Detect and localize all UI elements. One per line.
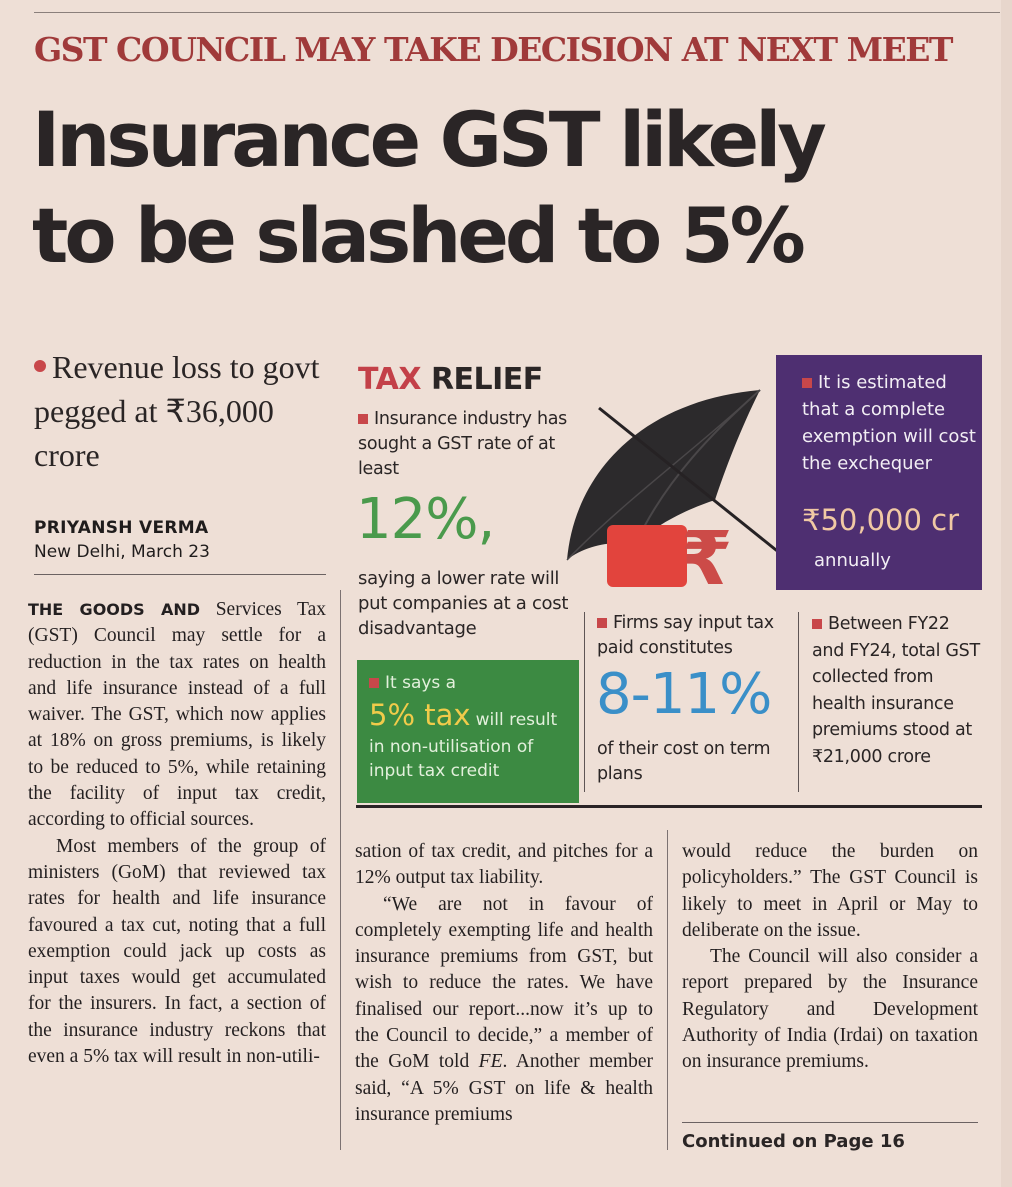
bullet-square-icon	[802, 378, 812, 388]
itc-lead: It says a	[369, 673, 456, 693]
paragraph: The Council will also consider a report …	[682, 946, 978, 1073]
infographic-title: TAX RELIEF	[358, 362, 543, 397]
byline: PRIYANSH VERMA New Delhi, March 23	[34, 518, 334, 562]
paragraph: Most members of the group of ministers (…	[28, 835, 326, 1068]
umbrella-shaft	[598, 406, 792, 564]
industry-tail: saying a lower rate will put companies a…	[358, 568, 569, 639]
info-divider-1	[584, 612, 585, 792]
headline: Insurance GST likely to be slashed to 5%	[32, 92, 992, 284]
deck-text: Revenue loss to govt pegged at ₹36,000 c…	[34, 349, 320, 473]
lead-in: THE GOODS AND	[28, 600, 201, 619]
headline-line-1: Insurance GST likely	[32, 95, 827, 184]
firms-tail: of their cost on term plans	[597, 739, 771, 784]
column-divider-2	[667, 830, 668, 1150]
itc-box: It says a 5% tax will result in non-util…	[357, 660, 579, 803]
column-divider-1	[340, 590, 341, 1150]
dateline: New Delhi, March 23	[34, 542, 210, 562]
title-relief: RELIEF	[430, 362, 543, 397]
continued-rule	[682, 1122, 978, 1123]
industry-figure: 12%,	[356, 487, 495, 552]
title-tax: TAX	[358, 362, 421, 397]
kicker: GST COUNCIL MAY TAKE DECISION AT NEXT ME…	[34, 30, 953, 69]
collection-note: Between FY22 and FY24, total GST collect…	[812, 614, 980, 767]
author-name: PRIYANSH VERMA	[34, 518, 209, 538]
paragraph: “We are not in favour of completely exem…	[355, 893, 653, 1125]
umbrella-illustration: ₹	[566, 389, 795, 602]
bullet-square-icon	[812, 619, 822, 629]
article-column-1: THE GOODS AND Services Tax (GST) Council…	[28, 597, 326, 1070]
exemption-cost-box: It is estimated that a complete exemptio…	[776, 355, 982, 590]
industry-note: Insurance industry has sought a GST rate…	[358, 407, 568, 482]
itc-mid: will result	[475, 710, 558, 730]
rupee-icon: ₹	[681, 516, 733, 602]
exemption-figure: ₹50,000 cr	[802, 503, 960, 537]
headline-line-2: to be slashed to 5%	[32, 191, 806, 280]
article-column-2: sation of tax credit, and pitches for a …	[355, 839, 653, 1128]
firms-figure: 8-11%	[596, 662, 772, 727]
firms-note: Firms say input tax paid constitutes	[597, 613, 774, 658]
article-column-3: would reduce the burden on policyholders…	[682, 839, 978, 1076]
info-divider-2	[798, 612, 799, 792]
itc-figure: 5% tax	[369, 698, 471, 732]
umbrella-rib-2	[566, 389, 761, 561]
bullet-square-icon	[597, 618, 607, 628]
paragraph: would reduce the burden on policyholders…	[682, 841, 978, 941]
blocks-icon	[607, 525, 687, 587]
continued-link[interactable]: Continued on Page 16	[682, 1131, 905, 1152]
top-rule	[34, 12, 1000, 13]
bullet-square-icon	[369, 678, 379, 688]
paragraph: sation of tax credit, and pitches for a …	[355, 841, 653, 889]
paragraph: THE GOODS AND Services Tax (GST) Council…	[28, 599, 326, 831]
bullet-icon	[34, 360, 46, 372]
itc-tail: in non-utilisation of input tax credit	[369, 737, 534, 781]
industry-text: Insurance industry has sought a GST rate…	[358, 409, 568, 479]
exemption-tail: annually	[814, 550, 891, 571]
byline-rule	[34, 574, 326, 575]
infographic-bottom-rule	[356, 805, 982, 808]
exemption-text: It is estimated that a complete exemptio…	[802, 372, 976, 474]
itc-figure-line: 5% tax will result	[369, 698, 557, 732]
page-edge	[1001, 0, 1012, 1187]
bullet-square-icon	[358, 414, 368, 424]
deck: Revenue loss to govt pegged at ₹36,000 c…	[34, 345, 334, 477]
